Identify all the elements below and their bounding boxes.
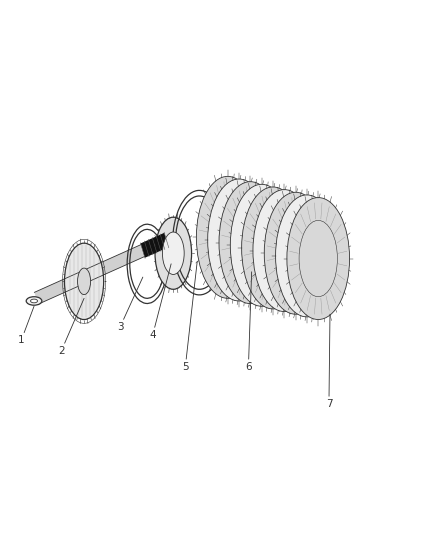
Text: 1: 1 [18, 306, 34, 345]
Ellipse shape [196, 176, 259, 298]
Ellipse shape [276, 195, 338, 317]
Ellipse shape [219, 182, 282, 304]
Ellipse shape [264, 192, 327, 314]
Text: 7: 7 [325, 314, 332, 409]
Ellipse shape [208, 179, 270, 301]
Ellipse shape [31, 299, 38, 303]
Ellipse shape [78, 268, 91, 295]
Ellipse shape [26, 297, 42, 305]
Text: 6: 6 [245, 272, 252, 372]
Ellipse shape [155, 217, 191, 289]
Ellipse shape [64, 243, 104, 319]
Ellipse shape [242, 187, 304, 309]
Ellipse shape [253, 190, 316, 312]
Polygon shape [35, 226, 186, 304]
Text: 4: 4 [149, 264, 171, 340]
Ellipse shape [230, 184, 293, 306]
Text: 2: 2 [58, 298, 84, 356]
Ellipse shape [287, 198, 350, 319]
Text: 5: 5 [182, 261, 197, 372]
Polygon shape [141, 233, 169, 258]
Ellipse shape [162, 232, 184, 274]
Text: 3: 3 [117, 277, 143, 332]
